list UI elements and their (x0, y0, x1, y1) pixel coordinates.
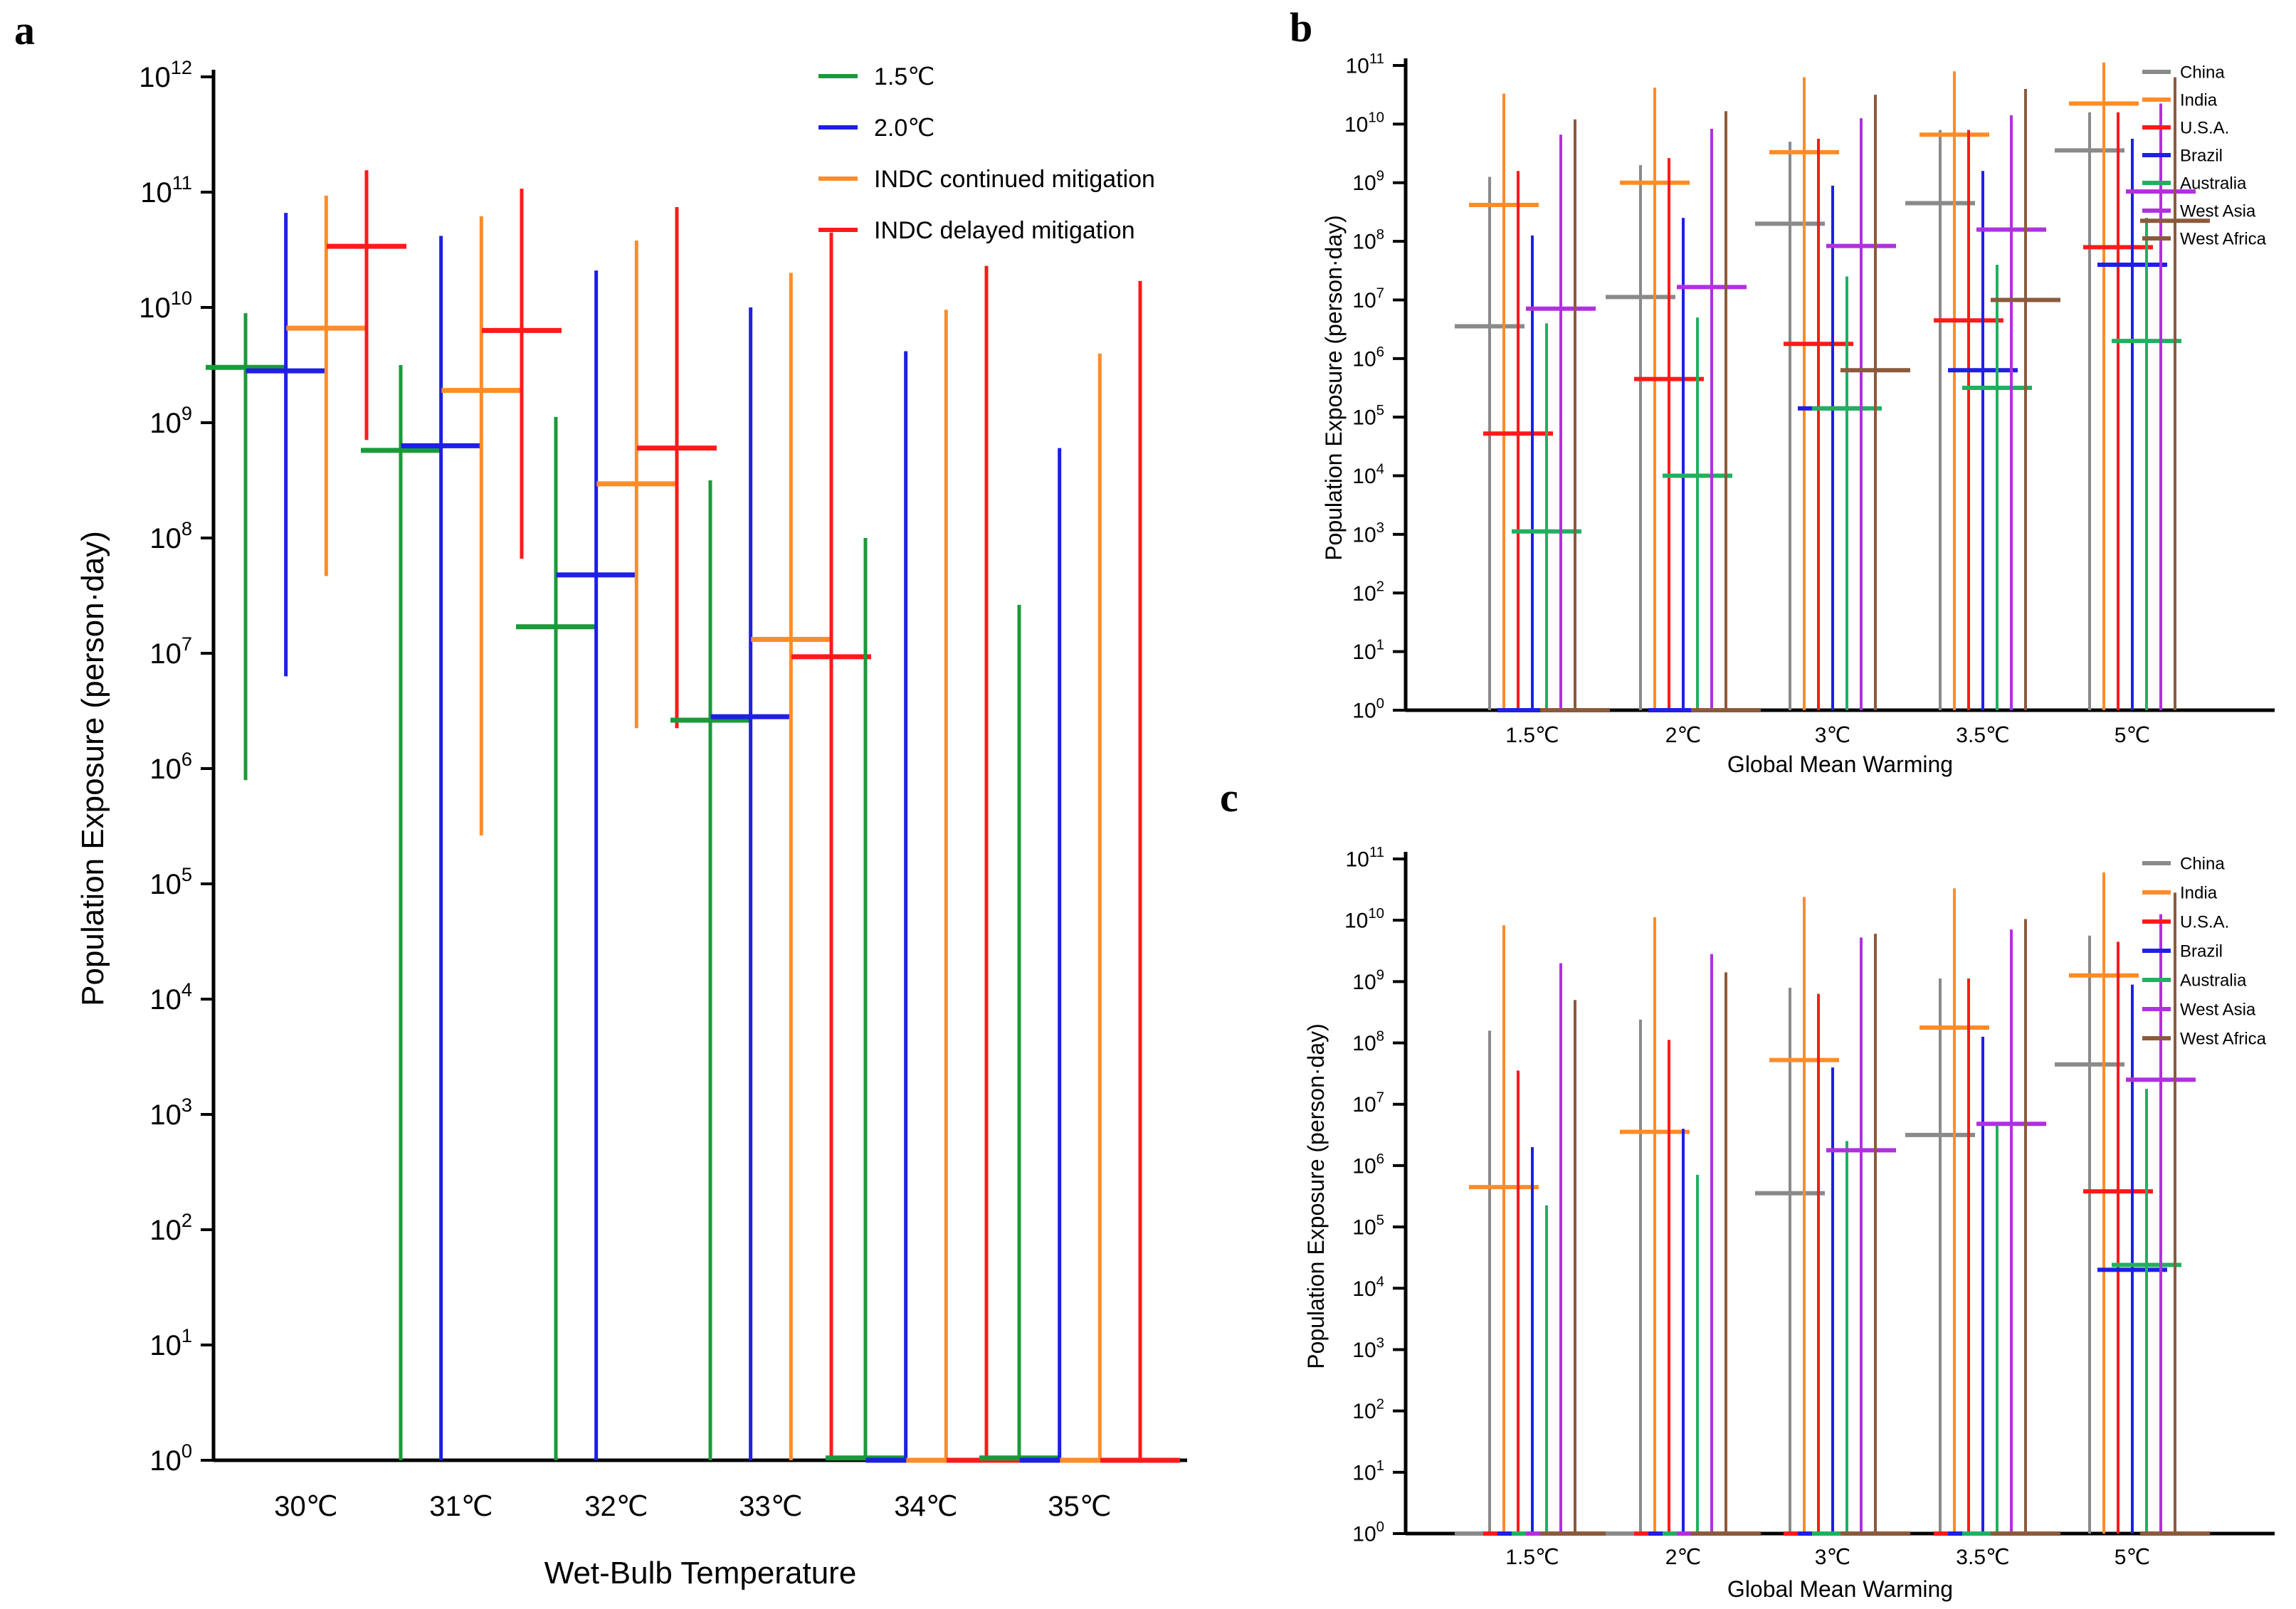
panel-b-x-axis-title: Global Mean Warming (1727, 751, 1953, 777)
panel-c-legend-label: Brazil (2180, 941, 2223, 961)
panel-b-y-axis-title: Population Exposure (person·day) (1321, 215, 1347, 561)
panel-c-y-tick-label: 102 (1352, 1397, 1384, 1424)
panel-c-x-tick-label: 2℃ (1665, 1546, 1701, 1569)
panel-a-x-tick-label: 31℃ (429, 1491, 493, 1522)
panel-c-x-tick-label: 1.5℃ (1505, 1546, 1559, 1569)
panel-c-y-tick-label: 101 (1352, 1458, 1384, 1485)
panel-c-legend-label: Australia (2180, 971, 2247, 990)
panel-c-x-tick-label: 3.5℃ (1956, 1546, 2009, 1569)
panel-b-legend-label: India (2180, 90, 2218, 110)
panel-a-legend-label: INDC continued mitigation (874, 166, 1155, 193)
panel-c-x-tick-label: 3℃ (1815, 1546, 1850, 1569)
panel-c-y-tick-label: 108 (1352, 1029, 1384, 1056)
panel-a-y-tick-label: 107 (149, 633, 192, 670)
panel-b-y-tick-label: 102 (1352, 579, 1384, 606)
panel-b-x-tick-label: 1.5℃ (1505, 724, 1559, 747)
panel-b-legend-label: Brazil (2180, 146, 2223, 165)
panel-a-y-tick-label: 1010 (139, 287, 192, 324)
panel-b-y-tick-label: 1010 (1344, 110, 1384, 137)
panel-c-y-tick-label: 1010 (1344, 906, 1384, 933)
panel-b-legend-label: West Africa (2180, 229, 2267, 248)
panel-c-legend-label: West Asia (2180, 1000, 2256, 1019)
panel-b-y-tick-label: 100 (1352, 696, 1384, 723)
panel-b-x-tick-label: 5℃ (2115, 724, 2150, 747)
panel-c-legend-label: U.S.A. (2180, 912, 2229, 932)
panel-c-y-tick-label: 105 (1352, 1213, 1384, 1240)
panel-b-legend-label: West Asia (2180, 201, 2256, 221)
panel-a-x-tick-label: 32℃ (584, 1491, 648, 1522)
panel-c-y-tick-label: 100 (1352, 1519, 1384, 1546)
panel-c-legend-label: West Africa (2180, 1029, 2267, 1048)
panel-a-y-tick-label: 1012 (139, 56, 192, 93)
panel-a-y-axis-title: Population Exposure (person·day) (75, 531, 110, 1006)
panel-b-y-tick-label: 109 (1352, 169, 1384, 196)
panel-a-x-tick-label: 34℃ (894, 1491, 957, 1522)
panel-b-legend-label: China (2180, 63, 2225, 82)
panel-b-letter: b (1290, 4, 1312, 51)
panel-a-y-tick-label: 108 (149, 517, 192, 554)
panel-c-y-tick-label: 109 (1352, 967, 1384, 994)
panel-b-y-tick-label: 105 (1352, 403, 1384, 430)
panel-b-y-tick-label: 103 (1352, 520, 1384, 547)
panel-a-x-tick-label: 33℃ (739, 1491, 802, 1522)
panel-a-y-tick-label: 106 (149, 748, 192, 785)
panel-b-legend-label: Australia (2180, 174, 2247, 193)
panel-a-y-tick-label: 105 (149, 863, 192, 900)
panel-a-legend-label: 2.0℃ (874, 115, 934, 142)
panel-c-y-tick-label: 106 (1352, 1151, 1384, 1178)
panel-b-x-tick-label: 3.5℃ (1956, 724, 2009, 747)
panel-a-y-tick-label: 103 (149, 1094, 192, 1131)
panel-a-legend-label: INDC delayed mitigation (874, 217, 1135, 244)
panel-a-x-tick-label: 30℃ (274, 1491, 337, 1522)
panel-c-y-tick-label: 104 (1352, 1274, 1384, 1301)
panel-c-x-tick-label: 5℃ (2115, 1546, 2150, 1569)
panel-a-letter: a (14, 7, 35, 53)
panel-a-y-tick-label: 101 (149, 1324, 192, 1361)
panel-b-y-tick-label: 104 (1352, 462, 1384, 489)
panel-c-legend-label: China (2180, 854, 2225, 873)
panel-b-x-tick-label: 3℃ (1815, 724, 1850, 747)
panel-c-y-tick-label: 1011 (1345, 845, 1384, 872)
panel-a-y-tick-label: 104 (149, 978, 192, 1015)
panel-a-y-tick-label: 100 (149, 1440, 192, 1477)
panel-a-x-axis-title: Wet-Bulb Temperature (544, 1556, 857, 1590)
panel-b-legend-label: U.S.A. (2180, 118, 2229, 137)
panel-b-y-tick-label: 106 (1352, 344, 1384, 371)
panel-b-y-tick-label: 101 (1352, 638, 1384, 665)
panel-b-y-tick-label: 108 (1352, 227, 1384, 254)
panel-c-y-tick-label: 103 (1352, 1335, 1384, 1362)
panel-c-y-axis-title: Population Exposure (person·day) (1303, 1023, 1329, 1369)
panel-c-legend-label: India (2180, 883, 2218, 902)
panel-c-x-axis-title: Global Mean Warming (1727, 1576, 1953, 1602)
panel-a-legend-label: 1.5℃ (874, 63, 934, 90)
panel-a-x-tick-label: 35℃ (1048, 1491, 1111, 1522)
panel-c-letter: c (1220, 774, 1238, 821)
panel-a-y-tick-label: 102 (149, 1209, 192, 1246)
panel-a-y-tick-label: 1011 (140, 172, 192, 209)
panel-a-y-tick-label: 109 (149, 402, 192, 439)
panel-b-y-tick-label: 1011 (1345, 51, 1384, 78)
panel-b-y-tick-label: 107 (1352, 285, 1384, 312)
panel-b-x-tick-label: 2℃ (1665, 724, 1701, 747)
panel-c-y-tick-label: 107 (1352, 1090, 1384, 1117)
